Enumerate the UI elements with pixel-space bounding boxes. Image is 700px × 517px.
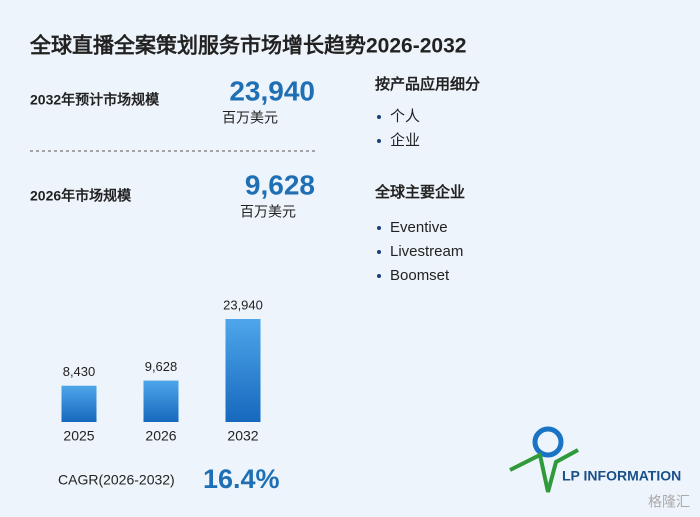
list-item: Eventive <box>390 219 448 236</box>
bar-value-label: 8,430 <box>63 364 96 379</box>
cagr-value: 16.4% <box>203 464 280 494</box>
bar <box>143 380 179 422</box>
bar <box>225 319 261 422</box>
bullet <box>377 139 381 143</box>
value-2026: 9,628 <box>245 169 315 200</box>
list-item: Boomset <box>390 267 450 284</box>
logo-text: LP INFORMATION <box>562 468 681 484</box>
unit-2032: 百万美元 <box>222 110 278 126</box>
label-2026: 2026年市场规模 <box>30 188 132 204</box>
companies-title: 全球主要企业 <box>374 183 465 201</box>
bar <box>61 385 97 422</box>
logo-swoosh <box>509 448 579 493</box>
list-item: 个人 <box>390 108 420 125</box>
bar-value-label: 9,628 <box>145 359 178 374</box>
segments-title: 按产品应用细分 <box>375 75 480 93</box>
label-2032: 2032年预计市场规模 <box>30 92 160 108</box>
bullet <box>377 226 381 230</box>
value-2032: 23,940 <box>229 75 315 106</box>
title: 全球直播全案策划服务市场增长趋势2026-2032 <box>29 34 466 58</box>
list-item: Livestream <box>390 243 463 260</box>
bullet <box>377 274 381 278</box>
list-item: 企业 <box>390 131 420 149</box>
x-tick-label: 2025 <box>63 428 94 444</box>
bullet <box>377 115 381 119</box>
cagr-label: CAGR(2026-2032) <box>58 472 175 488</box>
watermark: 格隆汇 <box>648 494 690 510</box>
logo: LP INFORMATION <box>509 426 681 493</box>
x-tick-label: 2026 <box>145 428 176 444</box>
x-tick-label: 2032 <box>227 428 258 444</box>
logo-ring <box>532 426 564 458</box>
bar-value-label: 23,940 <box>223 297 263 312</box>
bullet <box>377 250 381 254</box>
unit-2026: 百万美元 <box>240 204 296 220</box>
